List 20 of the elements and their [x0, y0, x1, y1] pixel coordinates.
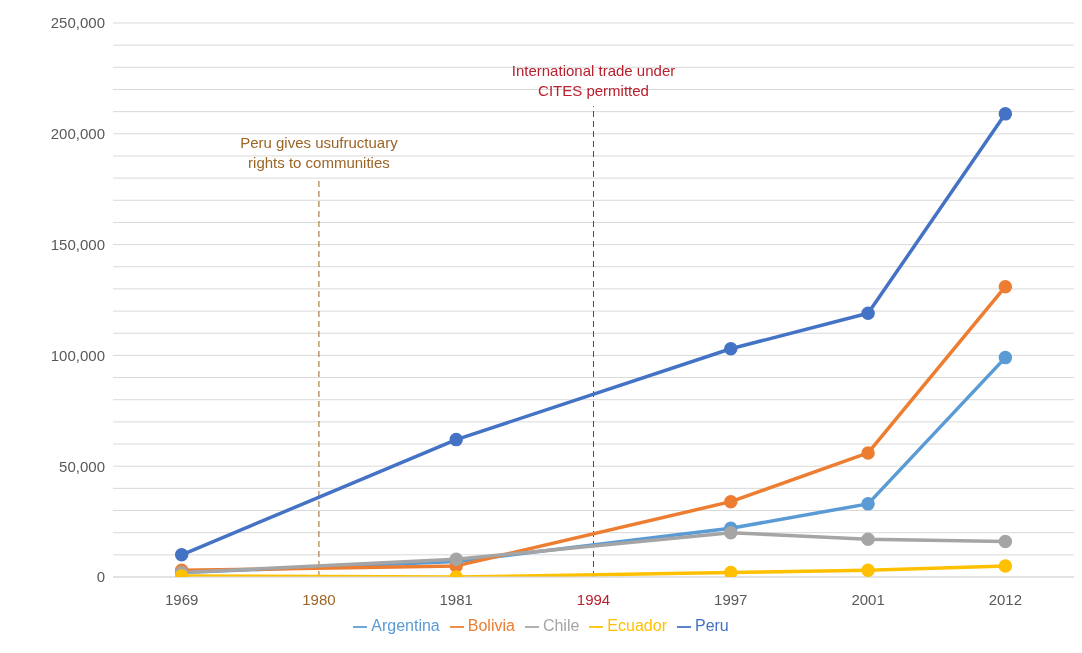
y-tick-label: 250,000	[50, 14, 105, 32]
x-tick-label: 1980	[302, 591, 336, 608]
ref-line-label: Peru gives usufructuary rights to communities	[240, 134, 399, 172]
y-tick-label: 200,000	[50, 125, 105, 143]
x-tick-label: 1997	[714, 591, 748, 608]
legend-label: Ecuador	[607, 617, 667, 634]
y-tick-label: 50,000	[59, 457, 105, 475]
x-tick-label: 1969	[164, 591, 199, 608]
legend-label: Argentina	[371, 617, 440, 634]
legend-label: Bolivia	[467, 617, 515, 634]
y-tick-label: 100,000	[50, 346, 105, 364]
x-tick-label: 2001	[851, 591, 885, 608]
legend-label: Chile	[542, 617, 580, 634]
legend-label: Peru	[694, 617, 729, 634]
y-tick-label: 150,000	[50, 235, 105, 253]
ref-line-label: International trade under CITES permitted	[511, 62, 676, 100]
y-tick-label: 0	[96, 568, 105, 586]
x-tick-label: 2012	[988, 591, 1023, 608]
x-tick-label: 1994	[576, 591, 611, 608]
x-tick-label: 1981	[439, 591, 473, 608]
